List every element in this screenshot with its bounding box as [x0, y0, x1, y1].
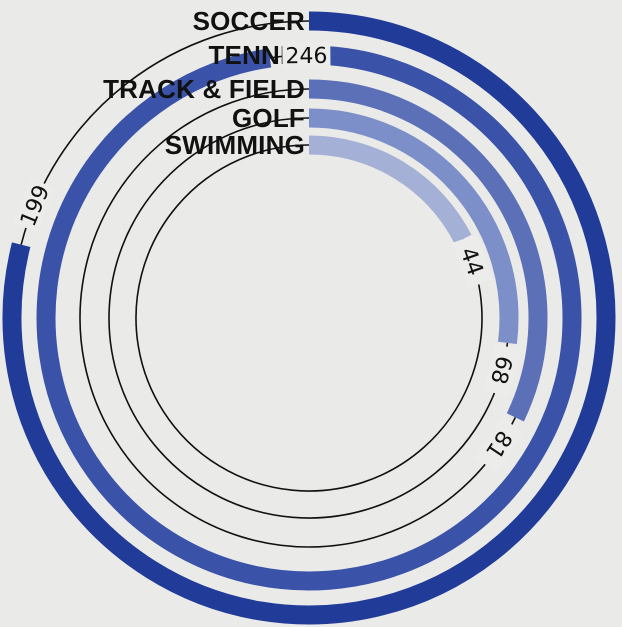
- track-track-and-field: [79, 88, 517, 548]
- track-swimming: [135, 144, 483, 492]
- value-label-bg-soccer: [13, 178, 56, 233]
- value-label-tennis: 246: [285, 44, 327, 69]
- bar-swimming: [308, 135, 472, 244]
- category-label-swimming: SWIMMING: [165, 130, 305, 160]
- track-golf: [108, 117, 509, 519]
- value-label-bg-tennis: [282, 41, 331, 69]
- category-label-track-and-field: TRACK & FIELD: [103, 74, 305, 104]
- value-label-bg-swimming: [452, 234, 493, 289]
- bar-golf: [308, 108, 519, 345]
- value-label-bg-track-and-field: [475, 417, 524, 473]
- value-label-group-swimming: 44: [452, 234, 493, 289]
- bar-track-and-field: [308, 79, 548, 422]
- bar-soccer: [2, 11, 616, 625]
- bar-tennis: [36, 45, 582, 591]
- value-label-group-golf: 68: [483, 343, 521, 397]
- bars-layer: [2, 11, 616, 625]
- category-label-golf: GOLF: [232, 103, 305, 133]
- value-label-group-tennis: 246: [282, 41, 331, 69]
- category-label-soccer: SOCCER: [193, 6, 305, 36]
- value-label-bg-golf: [483, 343, 521, 397]
